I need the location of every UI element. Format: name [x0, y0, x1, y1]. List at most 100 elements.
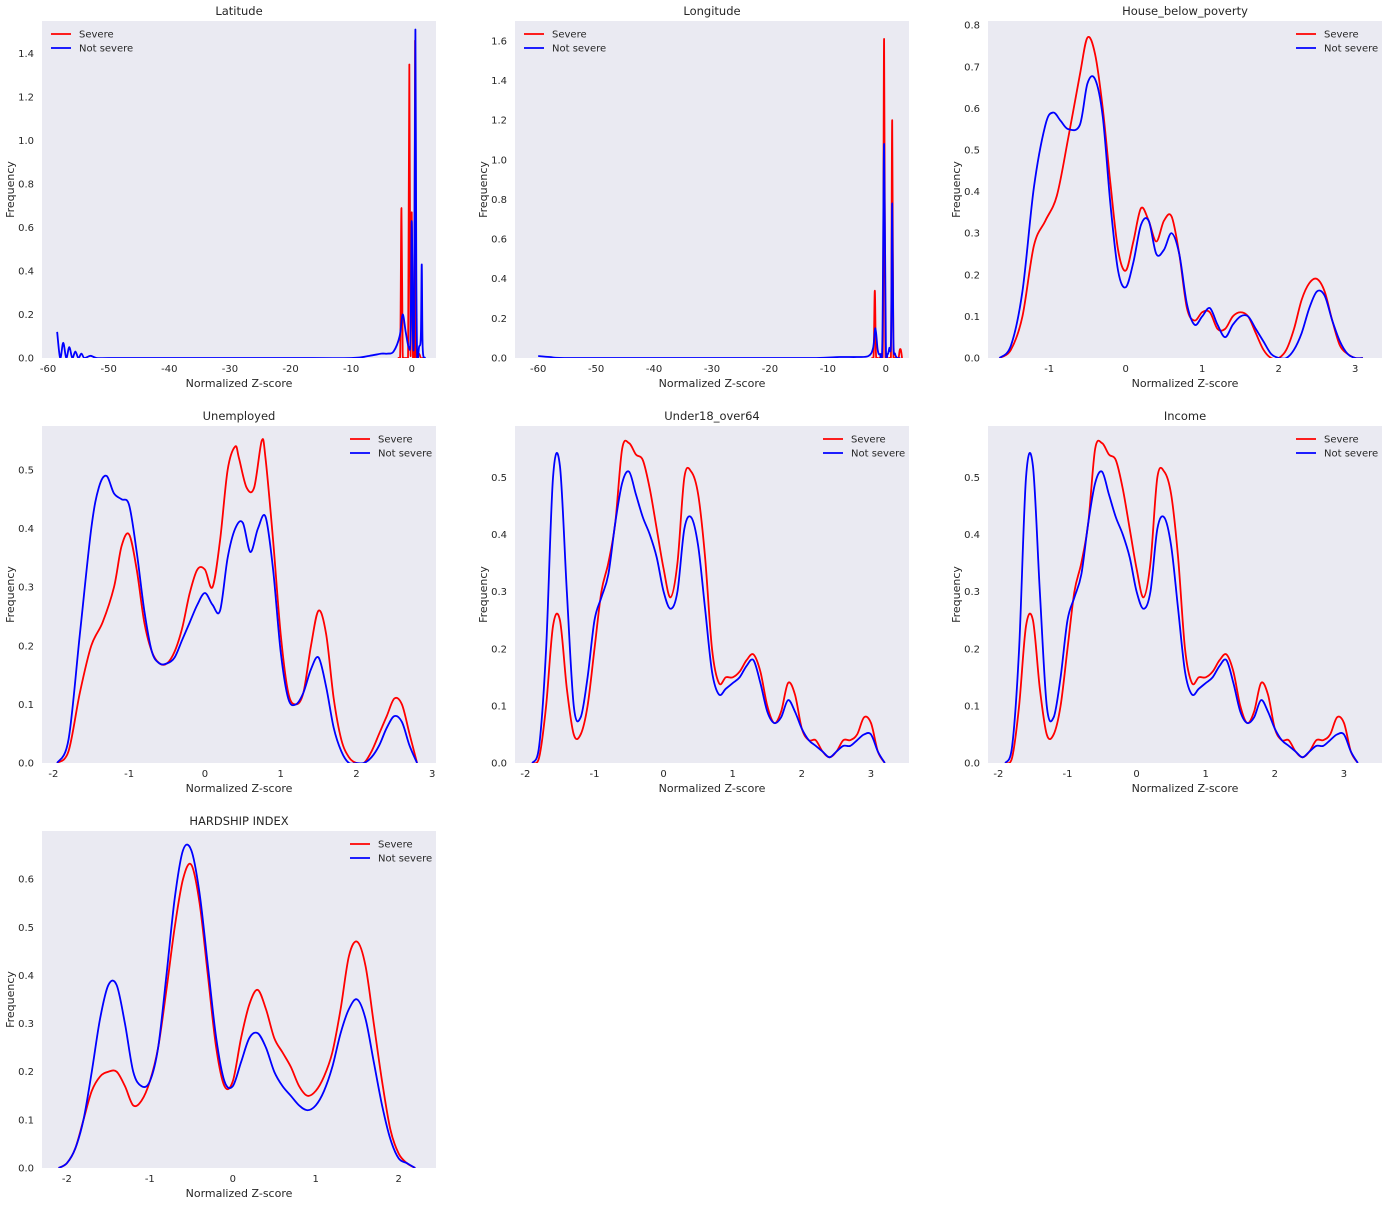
- y-tick-label: 0.0: [18, 354, 34, 365]
- y-tick-label: 1.4: [491, 76, 507, 87]
- plot-area: [42, 426, 436, 763]
- y-tick-label: 0.4: [18, 524, 34, 535]
- y-tick-label: 0.3: [18, 1019, 34, 1030]
- x-tick-label: -60: [530, 364, 546, 375]
- y-tick-label: 0.2: [18, 1067, 34, 1078]
- y-tick-label: 0.6: [18, 875, 34, 886]
- y-tick-label: 0.3: [964, 229, 980, 240]
- x-tick-label: -20: [282, 364, 298, 375]
- x-tick-label: -60: [40, 364, 56, 375]
- chart-title: Unemployed: [203, 409, 276, 423]
- x-tick-label: -10: [820, 364, 836, 375]
- y-tick-label: 0.6: [18, 223, 34, 234]
- x-tick-label: -2: [48, 769, 58, 780]
- series-line-not-severe: [531, 452, 886, 763]
- x-tick-label: 0: [1133, 769, 1139, 780]
- x-tick-label: -20: [762, 364, 778, 375]
- series-line-not-severe: [998, 75, 1363, 358]
- y-tick-label: 0.0: [18, 1164, 34, 1175]
- series-line-severe: [998, 35, 1363, 358]
- x-tick-label: -1: [1044, 364, 1054, 375]
- y-axis-label: Frequency: [4, 971, 17, 1028]
- y-tick-label: 0.0: [964, 759, 980, 770]
- x-tick-label: -40: [646, 364, 662, 375]
- x-tick-label: -50: [588, 364, 604, 375]
- x-axis-label: Normalized Z-score: [1132, 782, 1239, 795]
- chart-title: Income: [1164, 409, 1206, 423]
- x-tick-label: -10: [343, 364, 359, 375]
- y-tick-label: 0.0: [18, 759, 34, 770]
- y-axis-label: Frequency: [477, 566, 490, 623]
- panel-3: House_below_poverty -1 0 1 2 3 0.0 0.1 0.2 0.3 0.4…: [950, 4, 1382, 390]
- y-tick-label: 1.0: [18, 136, 34, 147]
- legend: Severe Not severe: [1296, 30, 1378, 55]
- series-line-not-severe: [56, 474, 418, 763]
- x-tick-label: 1: [1199, 364, 1205, 375]
- x-tick-label: 0: [1123, 364, 1129, 375]
- y-tick-label: 1.2: [18, 93, 34, 104]
- y-tick-label: 0.8: [964, 21, 980, 32]
- panel-1: Latitude -60 -50 -40 -30 -20 -10 0 0.0 0.2 0.4 0.6 0…: [4, 4, 436, 390]
- legend-label: Not severe: [378, 449, 432, 460]
- x-tick-label: -1: [124, 769, 134, 780]
- plot-area: [988, 21, 1382, 358]
- series-line-not-severe: [58, 843, 416, 1168]
- y-tick-label: 0.3: [18, 583, 34, 594]
- x-tick-label: -1: [1062, 769, 1072, 780]
- series-line-not-severe: [1004, 452, 1359, 763]
- legend-label: Not severe: [1324, 44, 1378, 55]
- y-axis-label: Frequency: [4, 566, 17, 623]
- legend: Severe Not severe: [524, 30, 606, 55]
- x-tick-label: 2: [1276, 364, 1282, 375]
- y-tick-label: 0.4: [18, 971, 34, 982]
- legend: Severe Not severe: [51, 30, 133, 55]
- y-tick-label: 0.4: [491, 274, 507, 285]
- y-tick-label: 1.2: [491, 116, 507, 127]
- x-tick-label: 3: [1352, 364, 1358, 375]
- plot-area: [988, 426, 1382, 763]
- series-line-not-severe: [56, 28, 426, 358]
- x-tick-label: -2: [520, 769, 530, 780]
- y-tick-label: 0.6: [964, 104, 980, 115]
- y-tick-label: 0.1: [18, 1115, 34, 1126]
- panel-5: Under18_over64 -2 -1 0 1 2 3 0.0 0.1 0.2 0.3 0.4 0.5…: [477, 409, 909, 795]
- y-tick-label: 0.0: [491, 354, 507, 365]
- y-tick-label: 0.7: [964, 62, 980, 73]
- series-line-severe: [56, 438, 418, 763]
- legend-label: Not severe: [552, 44, 606, 55]
- y-tick-label: 0.4: [964, 187, 980, 198]
- y-tick-label: 0.1: [18, 700, 34, 711]
- chart-title: Under18_over64: [664, 409, 759, 423]
- y-tick-label: 0.5: [964, 473, 980, 484]
- legend: Severe Not severe: [823, 435, 905, 460]
- legend: Severe Not severe: [350, 840, 432, 865]
- x-tick-label: 0: [409, 364, 415, 375]
- series-line-not-severe: [538, 143, 901, 358]
- x-axis-label: Normalized Z-score: [186, 377, 293, 390]
- x-tick-label: -1: [145, 1174, 155, 1185]
- y-tick-label: 0.2: [18, 310, 34, 321]
- x-tick-label: 3: [868, 769, 874, 780]
- y-tick-label: 0.0: [491, 759, 507, 770]
- panel-2: Longitude -60 -50 -40 -30 -20 -10 0 0.0 0.2 0.4 0.6…: [477, 4, 909, 390]
- y-tick-label: 0.5: [18, 923, 34, 934]
- legend-label: Severe: [1324, 435, 1359, 446]
- y-tick-label: 0.5: [491, 473, 507, 484]
- y-tick-label: 0.5: [964, 145, 980, 156]
- y-tick-label: 1.4: [18, 49, 34, 60]
- x-tick-label: -50: [101, 364, 117, 375]
- legend-label: Severe: [378, 840, 413, 851]
- chart-title: HARDSHIP INDEX: [189, 814, 288, 828]
- x-tick-label: 3: [1341, 769, 1347, 780]
- panel-4: Unemployed -2 -1 0 1 2 3 0.0 0.1 0.2 0.3 0.4 0.5 Norm…: [4, 409, 436, 795]
- legend-label: Not severe: [1324, 449, 1378, 460]
- x-tick-label: 0: [883, 364, 889, 375]
- legend: Severe Not severe: [1296, 435, 1378, 460]
- x-tick-label: -30: [704, 364, 720, 375]
- x-tick-label: -1: [589, 769, 599, 780]
- legend-label: Severe: [79, 30, 114, 41]
- x-tick-label: 0: [230, 1174, 236, 1185]
- x-axis-label: Normalized Z-score: [1132, 377, 1239, 390]
- legend-label: Not severe: [378, 854, 432, 865]
